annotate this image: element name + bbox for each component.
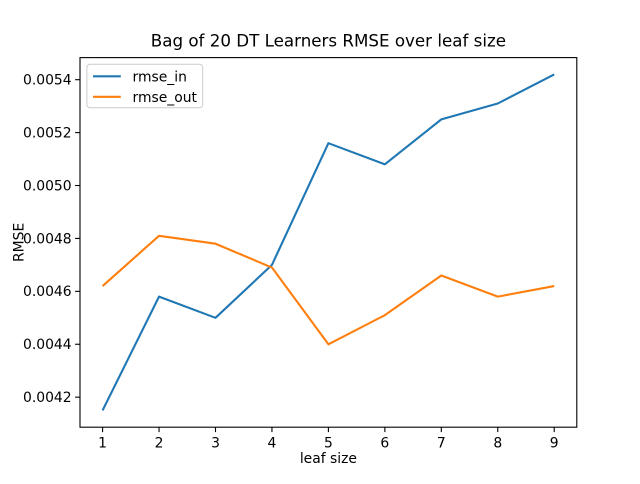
y-tick-label: 0.0048	[23, 231, 72, 247]
x-axis-label: leaf size	[300, 451, 357, 467]
x-tick-label: 7	[437, 436, 446, 452]
y-tick-label: 0.0044	[23, 337, 72, 353]
x-tick-label: 8	[493, 436, 502, 452]
y-axis-label: RMSE	[12, 223, 28, 262]
x-tick-label: 5	[324, 436, 333, 452]
x-tick-label: 3	[211, 436, 220, 452]
legend-entry-rmse-in: rmse_in	[133, 69, 187, 85]
x-tick-label: 2	[155, 436, 164, 452]
y-tick-label: 0.0046	[23, 284, 72, 300]
x-tick-label: 9	[550, 436, 559, 452]
plot-border	[79, 57, 578, 428]
series-line-rmse_in	[101, 73, 555, 411]
x-tick-label: 4	[268, 436, 277, 452]
chart-title: Bag of 20 DT Learners RMSE over leaf siz…	[151, 31, 506, 51]
legend-entry-rmse-out: rmse_out	[133, 90, 198, 106]
y-tick-label: 0.0050	[23, 178, 72, 194]
x-tick-label: 6	[380, 436, 389, 452]
y-tick-label: 0.0054	[23, 73, 72, 89]
series-line-rmse_out	[101, 234, 555, 346]
y-tick-label: 0.0042	[23, 390, 72, 406]
y-tick-label: 0.0052	[23, 126, 72, 142]
x-tick-label: 1	[98, 436, 107, 452]
